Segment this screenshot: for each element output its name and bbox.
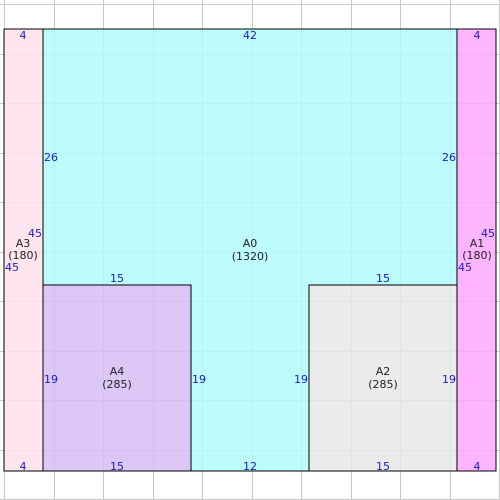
- room-a0-name: A0: [243, 237, 258, 250]
- dim-a0-step-left: 15: [110, 272, 124, 285]
- dim-a0-lower-right: 19: [294, 373, 308, 386]
- dim-a3-side-a: 45: [28, 227, 42, 240]
- room-a1-name: A1: [470, 237, 485, 250]
- dim-a3-top: 4: [20, 29, 27, 42]
- dim-a4-left: 19: [44, 373, 58, 386]
- dim-a1-side-a: 45: [481, 227, 495, 240]
- dim-a3-side-b: 45: [5, 261, 19, 274]
- room-a4[interactable]: [42, 284, 192, 472]
- dim-a0-top: 42: [243, 29, 257, 42]
- room-a1-area: (180): [462, 249, 492, 262]
- dim-a0-left: 26: [44, 151, 58, 164]
- dim-a0-bottom: 12: [243, 460, 257, 473]
- dim-a0-right: 26: [442, 151, 456, 164]
- dim-a3-bottom: 4: [20, 460, 27, 473]
- room-a2[interactable]: [308, 284, 458, 472]
- dim-a1-top: 4: [474, 29, 481, 42]
- dim-a4-bottom: 15: [110, 460, 124, 473]
- dim-a2-bottom: 15: [376, 460, 390, 473]
- dim-a1-side-b: 45: [458, 261, 472, 274]
- room-a4-area: (285): [102, 378, 132, 391]
- room-a3-name: A3: [16, 237, 31, 250]
- room-a2-area: (285): [368, 378, 398, 391]
- room-a0-area: (1320): [232, 250, 269, 263]
- room-a3[interactable]: [3, 28, 44, 472]
- dim-a1-bottom: 4: [474, 460, 481, 473]
- room-a1[interactable]: [456, 28, 497, 472]
- dim-a2-right: 19: [442, 373, 456, 386]
- room-a2-name: A2: [376, 365, 391, 378]
- dim-a0-lower-left: 19: [192, 373, 206, 386]
- room-a4-name: A4: [110, 365, 125, 378]
- room-a3-area: (180): [8, 249, 38, 262]
- dim-a0-step-right: 15: [376, 272, 390, 285]
